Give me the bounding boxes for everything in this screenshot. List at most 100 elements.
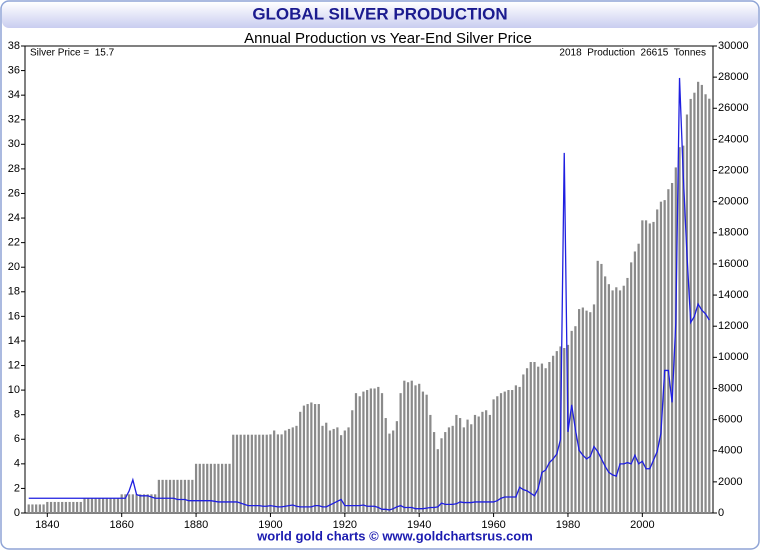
bar [578,309,581,513]
y-tick-label: 28 [8,163,20,175]
bar [630,262,633,513]
bar [354,393,358,513]
bar [68,501,71,513]
bar [697,81,700,513]
footer: world gold charts © www.goldchartsrus.co… [256,528,533,543]
y-tick-label: 12 [8,359,20,371]
bar [224,463,227,513]
bar [682,145,685,514]
bar [351,410,354,513]
bar [209,463,213,513]
bar [150,494,153,513]
bar [399,393,402,513]
bar [139,494,142,513]
y-tick-label: 36 [8,64,20,76]
bar [596,260,599,513]
bar [232,434,235,513]
x-tick-label: 1860 [109,519,133,531]
bar [403,380,406,513]
bar [514,385,518,513]
bar [38,504,41,513]
bar [310,402,313,513]
bar [529,362,532,513]
bar [395,421,399,513]
bar [570,330,573,513]
bar [198,463,201,513]
bar [254,434,257,513]
bar [392,430,395,513]
bar [94,498,97,513]
bar [187,479,190,513]
bar [622,285,625,513]
x-tick-label: 1960 [481,519,505,531]
bar [79,501,82,513]
bar [670,182,674,513]
bar [83,498,86,513]
bar [466,419,469,513]
bar [35,504,38,513]
bar [418,383,421,513]
y-tick-label: 24 [8,212,20,224]
bar [49,501,53,513]
bar [269,434,272,513]
y2-tick-label: 4000 [718,445,742,457]
bar [31,504,34,513]
bar [120,494,123,513]
bar [313,404,317,513]
bar [202,463,205,513]
bar [325,422,328,513]
bar [165,479,168,513]
bar [142,494,146,513]
bar [258,434,261,513]
bar [72,501,75,513]
x-tick-label: 1920 [333,519,357,531]
bar [146,494,149,513]
bar [414,385,417,513]
y-tick-label: 2 [14,482,20,494]
bar [563,347,566,513]
y-tick-label: 20 [8,261,20,273]
bar [273,430,276,513]
x-tick-label: 1880 [184,519,208,531]
bar [458,418,462,513]
bar [239,434,242,513]
bar [213,463,216,513]
y2-tick-label: 14000 [718,289,749,301]
bar [161,479,164,513]
bar [180,479,183,513]
bar [287,428,291,513]
bar [347,427,350,513]
bar [425,394,428,513]
bar [284,430,287,513]
bar [168,479,172,513]
bar [276,434,280,513]
bar [250,434,253,513]
bar [157,479,160,513]
bar [574,326,577,513]
bar [700,84,703,514]
bar [154,494,157,513]
bar [444,432,447,513]
bar [470,424,473,513]
bar [429,414,432,513]
y-tick-label: 6 [14,433,20,445]
y2-tick-label: 18000 [718,227,749,239]
y2-tick-label: 24000 [718,133,749,145]
bar [481,411,484,513]
bar [75,501,79,513]
y-tick-label: 22 [8,237,20,249]
y2-tick-label: 30000 [718,40,749,52]
bar [496,396,499,513]
bar [674,167,677,514]
bar [332,428,335,513]
bar [492,399,495,513]
price-line [28,77,710,511]
bar [369,388,372,513]
y2-tick-label: 16000 [718,258,749,270]
y-tick-label: 10 [8,384,20,396]
bar [652,221,655,514]
bar [98,498,101,513]
bar [421,391,425,513]
y-tick-label: 32 [8,114,20,126]
y-tick-label: 4 [14,458,20,470]
